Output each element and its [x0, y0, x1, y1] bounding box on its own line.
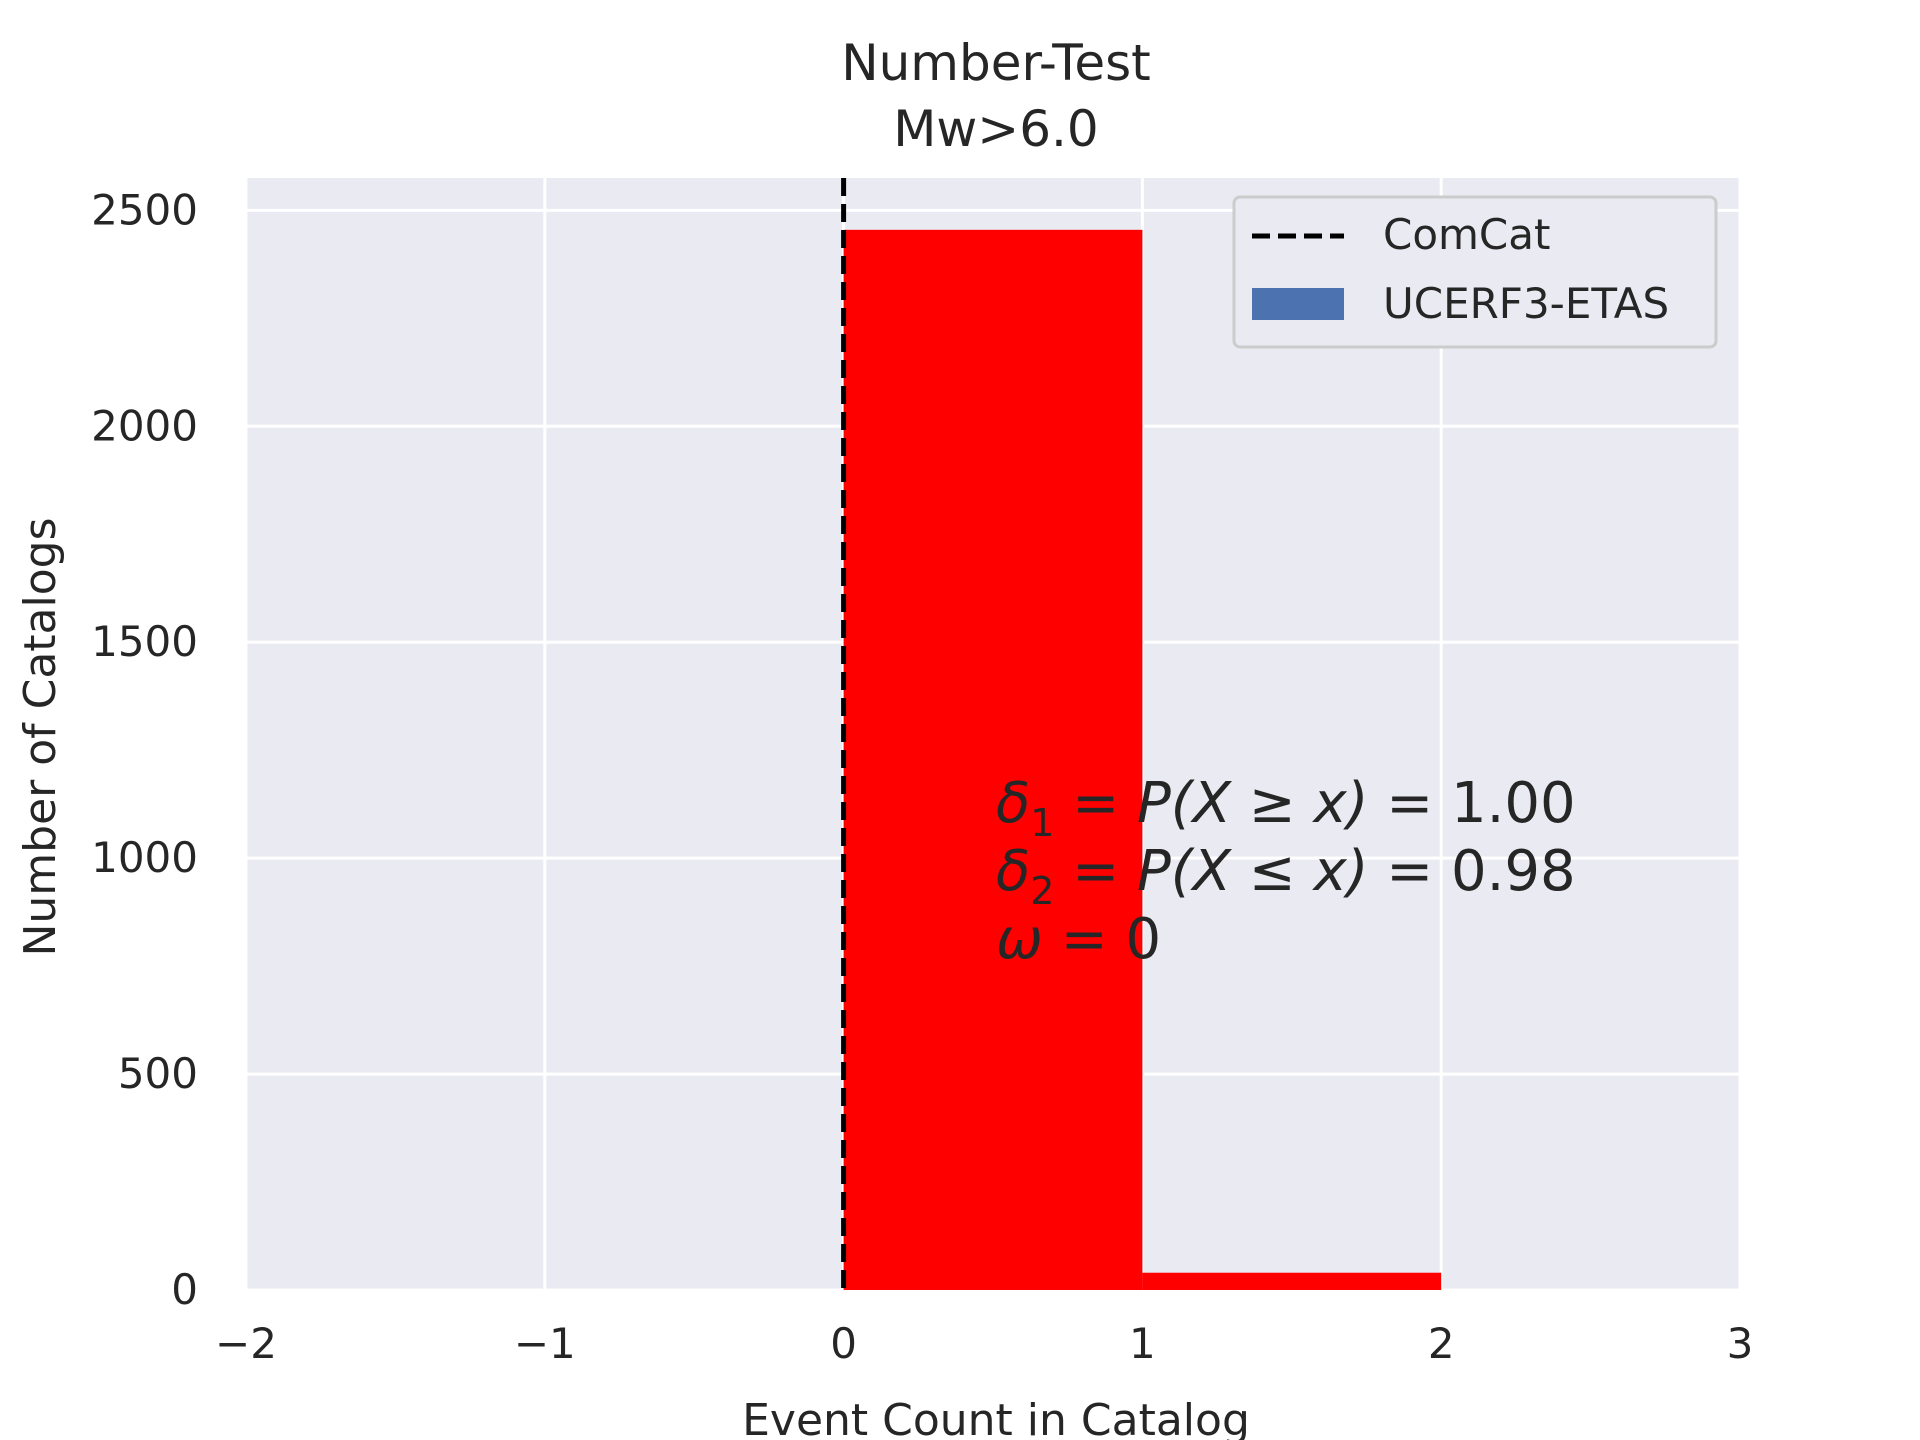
- legend-ucerf3-patch: [1252, 288, 1344, 320]
- y-tick-label: 2500: [91, 185, 198, 234]
- legend-box: [1232, 195, 1718, 349]
- y-tick-label: 2000: [91, 401, 198, 450]
- y-tick-labels: 0 500 1000 1500 2000 2500: [91, 185, 198, 1314]
- x-tick-labels: −2 −1 0 1 2 3: [215, 1319, 1753, 1368]
- legend-ucerf3-label: UCERF3-ETAS: [1383, 279, 1669, 328]
- delta2-symbol: δ: [996, 839, 1030, 904]
- delta2-expression: = P(X ≤ x) =: [1054, 839, 1451, 904]
- x-tick-label: −1: [514, 1319, 576, 1368]
- omega-value: 0: [1125, 907, 1161, 972]
- stat-omega: ω = 0: [996, 907, 1161, 972]
- omega-expression: =: [1043, 907, 1126, 972]
- y-tick-label: 1500: [91, 617, 198, 666]
- histogram-bars: [843, 229, 1442, 1290]
- x-axis-label: Event Count in Catalog: [742, 1395, 1250, 1440]
- stat-delta2: δ2 = P(X ≤ x) = 0.98: [996, 839, 1576, 913]
- y-tick-label: 0: [171, 1265, 198, 1314]
- delta1-symbol: δ: [996, 771, 1030, 836]
- x-tick-label: 0: [830, 1319, 857, 1368]
- delta2-subscript: 2: [1030, 869, 1054, 913]
- x-tick-label: −2: [215, 1319, 277, 1368]
- delta2-value: 0.98: [1451, 839, 1576, 904]
- delta1-value: 1.00: [1451, 771, 1576, 836]
- chart-subtitle: Mw>6.0: [893, 100, 1098, 158]
- y-tick-label: 500: [118, 1049, 198, 1098]
- y-tick-label: 1000: [91, 833, 198, 882]
- stats-annotation: δ1 = P(X ≥ x) = 1.00 δ2 = P(X ≤ x) = 0.9…: [996, 771, 1576, 972]
- histogram-bar: [843, 229, 1143, 1290]
- delta1-expression: = P(X ≥ x) =: [1054, 771, 1451, 836]
- x-tick-label: 3: [1727, 1319, 1754, 1368]
- chart-title: Number-Test: [841, 34, 1151, 92]
- delta1-subscript: 1: [1030, 801, 1054, 845]
- histogram-bar: [1142, 1272, 1442, 1290]
- legend: ComCat UCERF3-ETAS: [1232, 195, 1718, 349]
- x-tick-label: 1: [1129, 1319, 1156, 1368]
- legend-comcat-label: ComCat: [1383, 210, 1550, 259]
- x-tick-label: 2: [1428, 1319, 1455, 1368]
- stat-delta1: δ1 = P(X ≥ x) = 1.00: [996, 771, 1576, 845]
- y-axis-label: Number of Catalogs: [15, 517, 66, 956]
- omega-symbol: ω: [996, 907, 1043, 972]
